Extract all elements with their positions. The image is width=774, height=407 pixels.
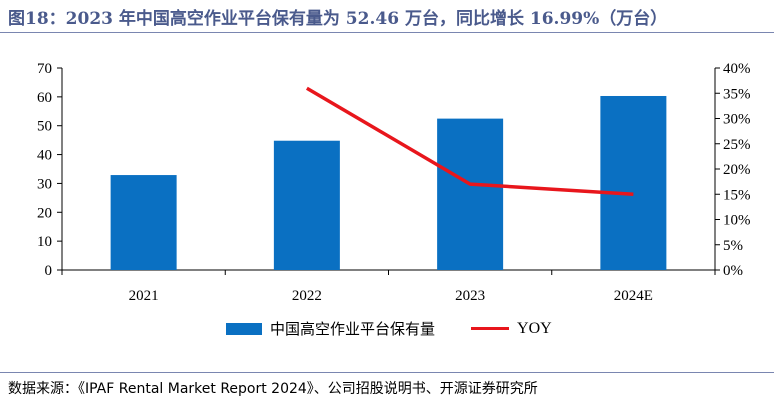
bar [110,175,177,270]
title-divider [0,32,774,33]
right-tick-label: 15% [723,187,751,203]
x-tick-label: 2023 [455,288,485,304]
bar [437,118,504,271]
left-tick-label: 50 [37,119,52,135]
left-tick-label: 0 [45,263,53,279]
right-tick-label: 0% [723,263,743,279]
left-tick-label: 20 [37,205,52,221]
left-tick-label: 40 [37,148,52,164]
legend-line-label: YOY [517,319,552,337]
right-tick-label: 30% [723,112,751,128]
chart-legend: 中国高空作业平台保有量 YOY [226,318,552,339]
x-tick-label: 2022 [292,288,322,304]
x-tick-label: 2024E [614,288,653,304]
legend-line-swatch [471,327,510,330]
source-divider [0,372,774,373]
right-tick-label: 35% [723,86,751,102]
left-tick-label: 10 [37,234,52,250]
figure-title: 图18：2023 年中国高空作业平台保有量为 52.46 万台，同比增长 16.… [8,9,668,29]
right-tick-label: 10% [723,213,751,229]
right-tick-label: 20% [723,162,751,178]
x-tick-label: 2021 [129,288,159,304]
legend-bar-label: 中国高空作业平台保有量 [270,320,436,338]
right-tick-label: 40% [723,61,751,77]
right-tick-label: 25% [723,137,751,153]
combo-chart: 0 10 20 30 40 50 60 70 0% 5% 10% 15% 20% 25% 30% 35% 40%… [37,61,751,304]
right-tick-label: 5% [723,238,743,254]
bar [273,140,340,270]
legend-bar-swatch [226,322,262,335]
left-tick-label: 60 [37,90,52,106]
bar [600,95,667,270]
left-tick-label: 30 [37,176,52,192]
left-tick-label: 70 [37,61,52,77]
source-note: 数据来源：《IPAF Rental Market Report 2024》、公司… [8,381,538,397]
